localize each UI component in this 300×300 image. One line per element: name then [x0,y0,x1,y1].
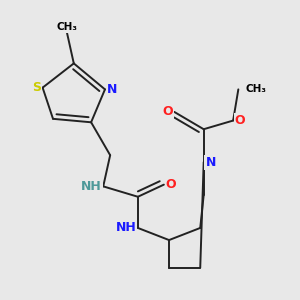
Text: S: S [32,81,41,94]
Text: O: O [166,178,176,191]
Text: NH: NH [116,221,136,234]
Text: N: N [206,156,216,169]
Text: N: N [107,83,117,96]
Text: CH₃: CH₃ [245,84,266,94]
Text: CH₃: CH₃ [56,22,77,32]
Text: O: O [162,105,172,119]
Text: O: O [235,114,245,127]
Text: NH: NH [81,180,101,193]
